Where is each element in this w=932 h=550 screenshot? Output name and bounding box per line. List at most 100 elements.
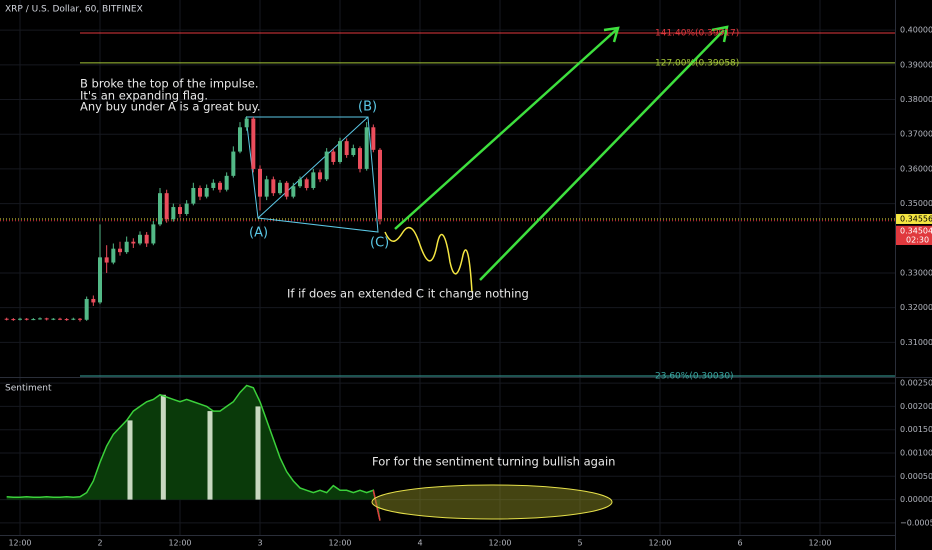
price-tag-label: 0.34556	[900, 214, 932, 223]
x-tick-label: 12:00	[648, 539, 671, 548]
candle-body	[364, 127, 369, 169]
y-tick-label: 0.00250	[900, 379, 932, 388]
x-tick-label: 12:00	[488, 539, 511, 548]
candle-body	[291, 186, 296, 197]
sentiment-line	[6, 384, 381, 521]
candle-body	[231, 151, 236, 176]
candle-body	[44, 318, 49, 320]
candle-body	[58, 318, 62, 320]
candle-body	[251, 118, 256, 169]
y-tick-label: 0.39000	[900, 60, 932, 69]
candle-body	[124, 241, 129, 253]
highlight-bar	[255, 406, 261, 500]
candle-body	[158, 193, 162, 225]
candle-body	[64, 319, 69, 321]
y-tick-label: 0.38000	[900, 95, 932, 104]
x-tick-label: 12:00	[168, 539, 191, 548]
highlight-bar	[160, 394, 166, 500]
sentiment-area	[6, 385, 381, 521]
x-tick-label: 2	[97, 539, 102, 548]
candle-body	[171, 207, 176, 220]
candle-body	[104, 257, 109, 263]
candle-body	[111, 248, 116, 263]
candle-body	[4, 318, 9, 320]
candle-body	[338, 141, 342, 162]
y-tick-label: 0.36000	[900, 164, 932, 173]
sentiment-pane	[0, 382, 895, 524]
candle-body	[378, 149, 382, 220]
annotation: (B)	[358, 100, 377, 115]
x-tick-label: 12:00	[808, 539, 831, 548]
candle-body	[98, 257, 102, 303]
x-tick-label: 4	[417, 539, 422, 548]
candle-body	[131, 241, 136, 244]
arrow-head	[603, 26, 620, 43]
price-tag	[896, 225, 932, 236]
candle-body	[224, 175, 229, 190]
candle-body	[351, 148, 356, 156]
candles	[4, 116, 382, 322]
candle-body	[318, 172, 322, 180]
flag-outline	[245, 116, 379, 233]
candle-body	[118, 248, 122, 253]
pane-title: Sentiment	[5, 384, 52, 394]
annotation: For for the sentiment turning bullish ag…	[372, 455, 615, 469]
x-tick-label: 6	[737, 539, 742, 548]
y-tick-label: 0.37000	[900, 130, 932, 139]
candle-body	[31, 319, 36, 321]
y-tick-label: 0.00000	[900, 495, 932, 504]
candle-body	[304, 179, 309, 188]
y-tick-label: 0.00200	[900, 402, 932, 411]
candle-body	[238, 127, 242, 152]
candle-body	[344, 141, 349, 156]
candle-body	[258, 168, 262, 197]
highlight-ellipse	[371, 484, 613, 520]
candle-body	[331, 151, 336, 162]
price-tag-label: 0.34504	[900, 226, 932, 235]
highlight-bar	[207, 411, 213, 500]
x-tick-label: 3	[257, 539, 262, 548]
candle-body	[84, 298, 89, 320]
candle-body	[144, 234, 149, 244]
candle-body	[78, 318, 82, 320]
price-tag	[896, 213, 932, 224]
annotation: Any buy under A is a great buy.	[80, 100, 261, 114]
candle-body	[324, 151, 329, 180]
y-tick-label: 0.00050	[900, 472, 932, 481]
candle-body	[244, 118, 249, 128]
candle-body	[71, 318, 76, 320]
candle-body	[211, 182, 216, 188]
candle-body	[151, 224, 156, 244]
y-tick-label: 0.00100	[900, 449, 932, 458]
candle-body	[191, 187, 196, 204]
annotation: B broke the top of the impulse.	[80, 77, 259, 91]
candle-body	[298, 179, 302, 187]
annotation: It's an expanding flag.	[80, 89, 208, 103]
y-tick-label: 0.35000	[900, 199, 932, 208]
candle-body	[11, 319, 16, 321]
arrow-head	[711, 25, 729, 43]
candle-body	[311, 172, 316, 188]
y-tick-label: 0.33000	[900, 268, 932, 277]
candle-body	[278, 182, 282, 194]
highlight-bar	[127, 420, 133, 500]
candle-body	[138, 234, 142, 244]
annotation: (A)	[249, 226, 268, 241]
y-tick-label: 0.40000	[900, 26, 932, 35]
candle-body	[18, 318, 22, 320]
y-tick-label: −0.00050	[900, 518, 932, 527]
chart-title: XRP / U.S. Dollar, 60, BITFINEX	[5, 5, 143, 15]
candle-body	[51, 318, 56, 320]
projection-arrows	[394, 25, 729, 281]
y-tick-label: 0.31000	[900, 338, 932, 347]
countdown-tag	[896, 235, 932, 245]
x-tick-label: 5	[577, 539, 582, 548]
fib-label: 141.40%(0.39917)	[655, 29, 739, 39]
flag-drawing	[245, 116, 379, 233]
y-tick-label: 0.00150	[900, 425, 932, 434]
x-tick-label: 12:00	[8, 539, 31, 548]
candle-body	[284, 182, 289, 197]
arrow	[479, 29, 725, 281]
sentiment-turn	[372, 490, 381, 521]
